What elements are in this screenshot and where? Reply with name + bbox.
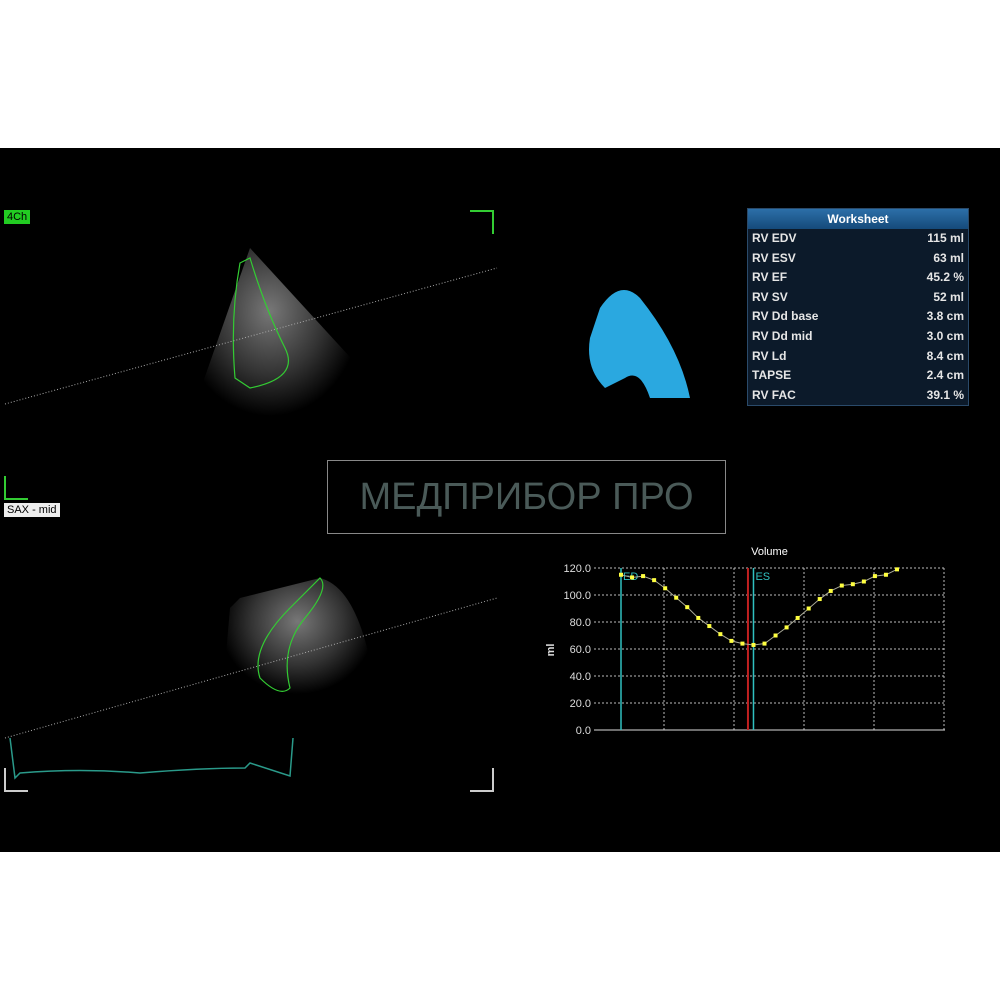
measure-name: RV SV: [752, 289, 788, 304]
measure-name: RV EF: [752, 270, 788, 285]
data-point: [773, 633, 778, 638]
worksheet-row: TAPSE 2.4 cm: [748, 366, 968, 386]
worksheet-row: RV Dd base 3.8 cm: [748, 307, 968, 327]
data-point: [817, 597, 822, 602]
slice-line: [4, 597, 498, 739]
measure-name: RV FAC: [752, 387, 796, 402]
data-point: [641, 574, 646, 579]
slice-line: [4, 267, 498, 405]
data-point: [839, 583, 844, 588]
worksheet-row: RV FAC 39.1 %: [748, 386, 968, 406]
measure-name: RV Dd base: [752, 309, 819, 324]
marker-label: ES: [755, 571, 770, 583]
worksheet-row: RV EF 45.2 %: [748, 268, 968, 288]
measure-value: 3.0 cm: [926, 328, 964, 343]
measure-value: 45.2 %: [926, 270, 964, 285]
watermark: МЕДПРИБОР ПРО: [327, 460, 726, 534]
measure-name: RV ESV: [752, 250, 796, 265]
data-point: [685, 605, 690, 610]
view-corner: [4, 768, 28, 792]
data-point: [619, 572, 623, 577]
measure-value: 39.1 %: [926, 387, 964, 402]
measure-name: RV Dd mid: [752, 328, 813, 343]
data-point: [762, 641, 767, 646]
measure-name: RV Ld: [752, 348, 787, 363]
data-point: [872, 574, 877, 579]
data-point: [850, 582, 855, 587]
view-corner: [470, 210, 494, 234]
measure-value: 63 ml: [933, 250, 964, 265]
rv-contour: [232, 257, 290, 389]
measure-name: RV EDV: [752, 231, 797, 245]
data-point: [718, 632, 723, 637]
data-point: [795, 615, 800, 620]
measure-value: 3.8 cm: [926, 309, 964, 324]
apical-4ch-image: [180, 248, 360, 458]
measure-value: 2.4 cm: [926, 368, 964, 383]
data-point: [674, 595, 679, 600]
data-point: [707, 624, 712, 629]
y-tick-label: 40.0: [570, 671, 591, 683]
data-point: [751, 642, 756, 647]
view-label-sax[interactable]: SAX - mid: [4, 503, 60, 517]
y-tick-label: 80.0: [570, 617, 591, 629]
view-label-4ch[interactable]: 4Ch: [4, 210, 31, 224]
worksheet-row: RV ESV 63 ml: [748, 249, 968, 269]
view-corner: [4, 476, 28, 500]
data-point: [828, 588, 833, 593]
data-point: [806, 606, 811, 611]
rv-3d-model: [589, 290, 690, 398]
measure-value: 115 ml: [927, 231, 964, 245]
worksheet-panel: Worksheet RV EDV 115 ml RV ESV 63 ml RV EF 45…: [747, 208, 969, 407]
view-corner: [470, 768, 494, 792]
data-point: [696, 615, 701, 620]
strain-trace: [9, 737, 294, 780]
sax-contour: [257, 577, 324, 692]
volume-chart: Volumeml0.020.040.060.080.0100.0120.0EDE…: [545, 546, 945, 737]
worksheet-row: RV Ld 8.4 cm: [748, 347, 968, 367]
measure-name: TAPSE: [752, 368, 792, 383]
y-tick-label: 100.0: [563, 590, 591, 602]
data-point: [740, 641, 745, 646]
data-point: [652, 578, 657, 583]
y-axis-label: ml: [545, 644, 557, 657]
y-tick-label: 120.0: [563, 563, 591, 575]
data-point: [883, 572, 888, 577]
chart-title: Volume: [751, 546, 788, 558]
y-tick-label: 0.0: [576, 725, 591, 737]
data-point: [630, 575, 635, 580]
sax-image: [220, 578, 375, 723]
measure-value: 52 ml: [933, 289, 964, 304]
worksheet-row: RV EDV 115 ml: [748, 229, 968, 249]
echo-images: [4, 248, 690, 780]
data-point: [663, 586, 668, 591]
data-point: [895, 567, 899, 572]
worksheet-row: RV Dd mid 3.0 cm: [748, 327, 968, 347]
y-tick-label: 60.0: [570, 644, 591, 656]
data-point: [784, 625, 789, 630]
measure-value: 8.4 cm: [926, 348, 964, 363]
data-point: [729, 638, 734, 643]
worksheet-title: Worksheet: [748, 209, 968, 229]
data-point: [861, 579, 866, 584]
worksheet-row: RV SV 52 ml: [748, 288, 968, 308]
y-tick-label: 20.0: [570, 698, 591, 710]
